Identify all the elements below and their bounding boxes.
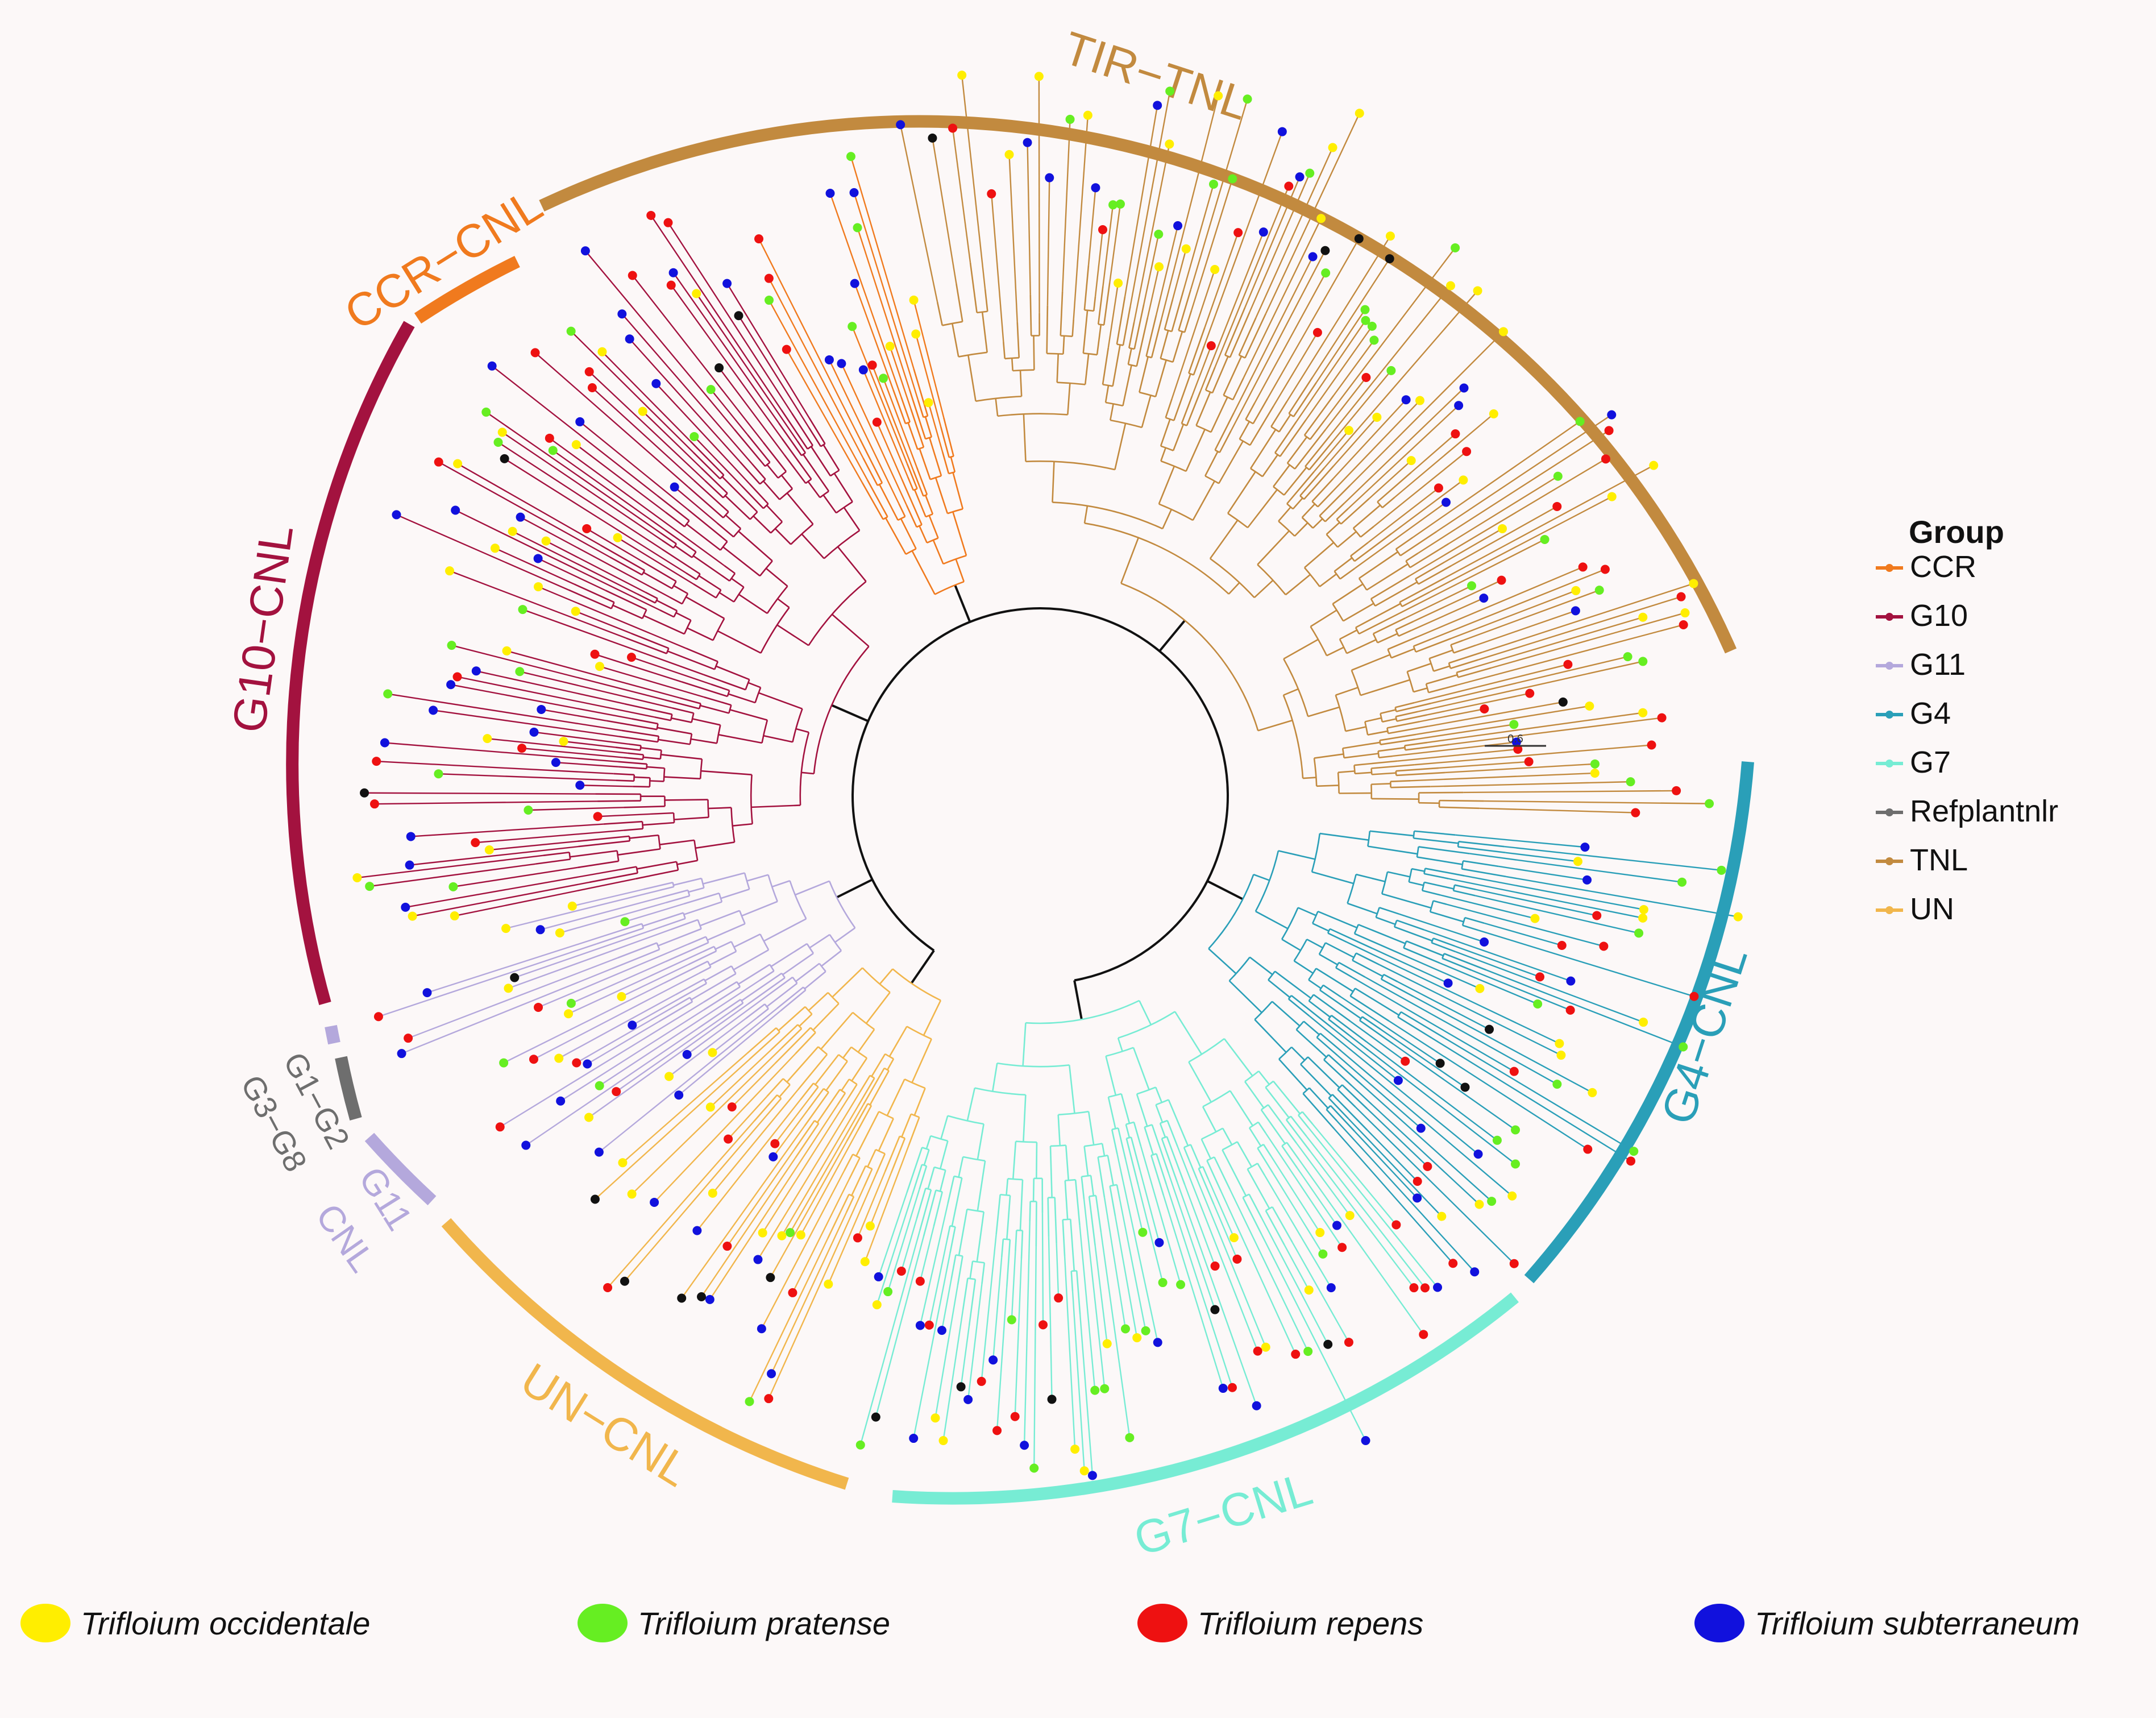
g10-cnl-arc [286,321,415,1005]
legend-label: TNL [1910,843,1968,877]
legend-item-g11: G11 [1876,648,1966,682]
legend-item-g4: G4 [1876,696,1951,731]
legend-label: G10 [1910,599,1968,633]
un-cnl-label: UN−CNL [512,1354,698,1497]
scale-bar-label: 0.6 [1507,733,1523,745]
species-key-item: Trifloium repens [1137,1604,1423,1642]
legend-item-ccr: CCR [1876,550,1976,584]
tree-branches [357,75,1738,1476]
legend-dot [1885,760,1893,767]
legend-dot [1885,662,1893,670]
legend-label: G4 [1910,696,1951,731]
legend-dot [1885,808,1893,816]
un-cnl-arc [441,1218,849,1490]
species-label: Trifloium subterraneum [1755,1605,2080,1641]
g11-arc [364,1132,437,1206]
species-swatch [20,1604,70,1642]
legend-dot [1885,857,1893,865]
legend-item-un: UN [1876,892,1954,926]
species-key: Trifloium occidentale Trifloium pratense T… [20,1604,2080,1642]
ccr-cnl-arc [414,256,520,324]
legend-dot [1885,711,1893,719]
legend-dot [1885,906,1893,914]
legend-item-g7: G7 [1876,745,1951,779]
g4-cnl-label: G4−CNL [1652,941,1758,1131]
g7-cnl-arc [892,1292,1519,1505]
species-key-item: Trifloium pratense [578,1604,890,1642]
g4-cnl-arc [1524,761,1754,1284]
g1-g2-arc [335,1056,362,1121]
species-swatch [578,1604,628,1642]
group-legend: Group CCR G10 G11 G4 G7 Refplantnlr TNL UN [1876,514,2058,926]
species-swatch [1694,1604,1744,1642]
legend-title: Group [1909,514,2004,550]
legend-label: G11 [1910,648,1966,682]
g11-small-arc [325,1024,340,1045]
species-key-item: Trifloium subterraneum [1694,1604,2080,1642]
legend-item-tnl: TNL [1876,843,1968,877]
species-label: Trifloium occidentale [81,1605,370,1641]
legend-label: G7 [1910,745,1951,779]
ccr-cnl-label: CCR−CNL [336,179,551,341]
legend-item-refplantnlr: Refplantnlr [1876,794,2058,828]
legend-item-g10: G10 [1876,599,1968,633]
legend-label: CCR [1910,550,1976,584]
species-label: Trifloium pratense [638,1605,890,1641]
legend-dot [1885,564,1893,572]
legend-label: Refplantnlr [1910,794,2058,828]
tree-tips [352,70,1743,1480]
legend-dot [1885,613,1893,621]
scale-bar: 0.6 [1485,733,1546,747]
species-swatch [1137,1604,1187,1642]
species-label: Trifloium repens [1198,1605,1423,1641]
species-key-item: Trifloium occidentale [20,1604,370,1642]
legend-label: UN [1910,892,1954,926]
